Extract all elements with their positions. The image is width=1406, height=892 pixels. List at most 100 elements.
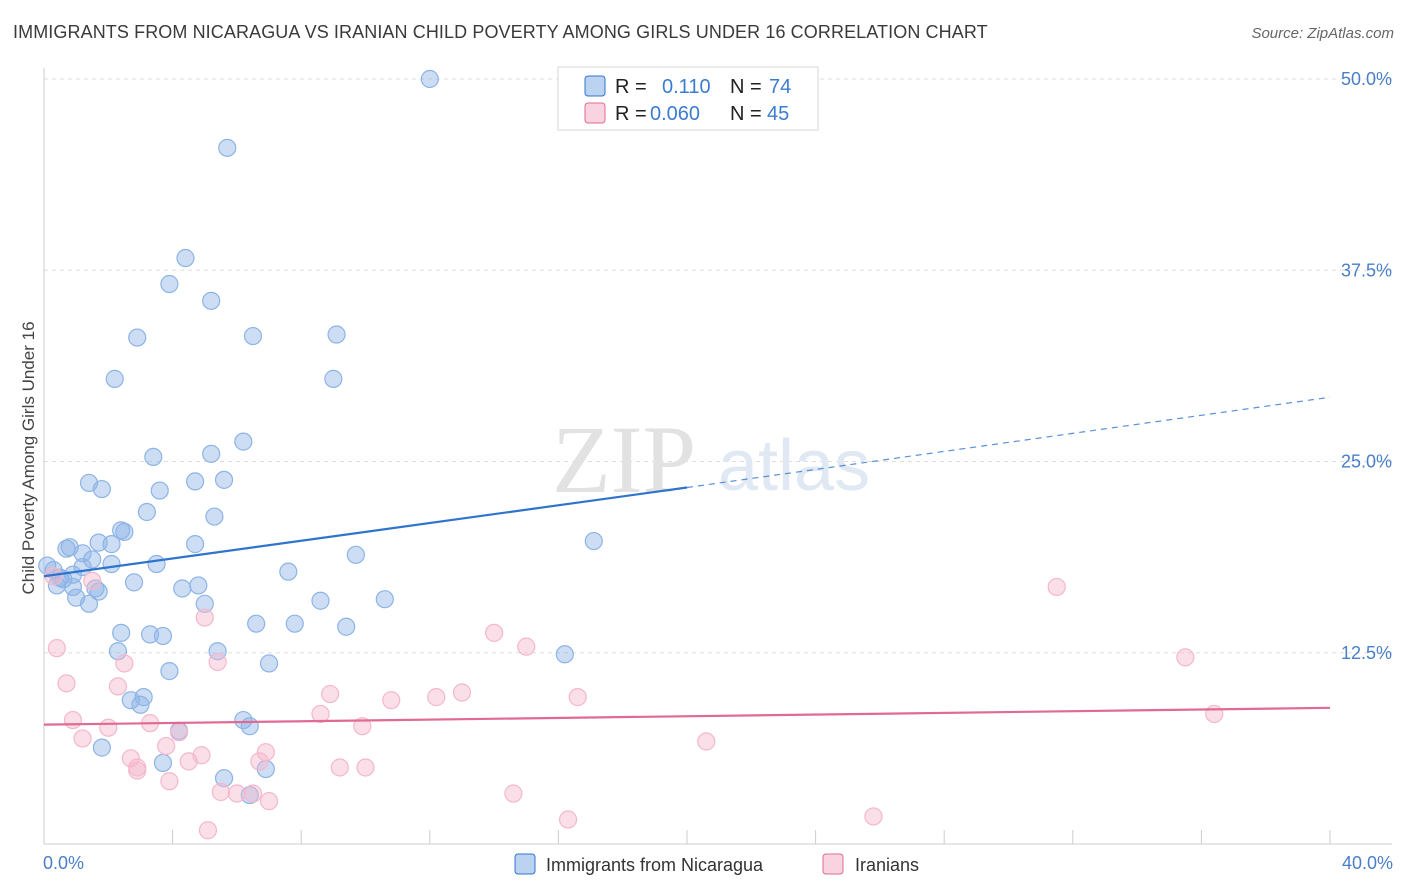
nicaragua-point [247,614,266,633]
nicaragua-point [279,562,298,581]
iranians-point [108,677,128,696]
legend-r-value-iranians: 0.060 [650,103,700,125]
chart-title: IMMIGRANTS FROM NICARAGUA VS IRANIAN CHI… [13,22,988,42]
iranians-point [57,674,76,693]
iranians-point [382,691,401,710]
nicaragua-point [105,369,124,388]
nicaragua-point [121,691,140,710]
nicaragua-point [555,645,574,664]
legend-swatch-nicaragua [584,75,606,97]
nicaragua-point [131,695,150,714]
nicaragua-point [324,369,343,388]
nicaragua-point [38,556,57,575]
legend-r-label-nicaragua: R = [615,76,647,98]
nicaragua-point [208,642,227,661]
y-tick-label: 12.5% [1341,643,1392,663]
iranians-point [195,608,214,627]
axes [43,68,1392,845]
nicaragua-point [63,577,83,597]
nicaragua-point [195,594,214,613]
legend-r-label-iranians: R = [615,103,647,125]
nicaragua-point [115,522,134,541]
nicaragua-point [202,291,221,310]
nicaragua-point [137,502,156,522]
iranians-point [259,792,279,811]
iranians-point [504,784,523,803]
y-tick-label: 50.0% [1341,69,1392,89]
iranians-point [697,732,716,751]
bottom-legend: Immigrants from Nicaragua Iranians [514,853,919,875]
iranians-point [558,810,578,829]
nicaragua-point [173,579,192,598]
nicaragua-point [176,248,195,268]
nicaragua-point [346,545,365,564]
legend-swatch-iranians [584,102,606,124]
watermark-atlas: atlas [718,426,870,506]
iranians-point [250,752,269,771]
iranians-point [517,637,536,656]
iranians-point [1205,704,1224,724]
iranians-point [256,743,275,762]
iranians-point [311,704,330,724]
iranians-point [864,807,883,826]
y-axis-title: Child Poverty Among Girls Under 16 [19,321,38,594]
nicaragua-point [375,590,394,609]
iranians-point [63,710,83,730]
iranians-point [427,688,446,707]
nicaragua-point [160,662,179,681]
bottom-legend-swatch-iranians [822,853,844,875]
legend-n-value-iranians: 45 [767,103,789,125]
iranians-point [115,654,134,673]
iranians-point [353,717,372,736]
iranians-point [179,752,198,771]
nicaragua-point [584,531,603,551]
x-tick-label: 0.0% [43,853,84,873]
iranians-point [157,736,176,756]
iranians-point [128,761,147,780]
nicaragua-point [92,738,111,757]
nicaragua-point [202,444,221,463]
nicaragua-point [89,582,108,601]
nicaragua-point [186,535,205,554]
iranians-trend-line [43,706,1331,726]
nicaragua-point [153,626,173,646]
nicaragua-point [112,623,131,642]
nicaragua-point [420,69,439,89]
iranians-point [356,758,375,777]
nicaragua-point [79,594,99,613]
bottom-legend-label-iranians: Iranians [855,855,919,875]
nicaragua-point [160,274,179,294]
iranians-point [211,782,230,802]
iranians-point [1176,648,1195,667]
nicaragua-point [240,717,259,736]
nicaragua-point [83,550,102,569]
nicaragua-point [189,576,208,595]
nicaragua-point [73,544,92,563]
iranians-point [160,772,179,791]
nicaragua-point [92,479,111,499]
iranians-point [321,684,340,704]
nicaragua-point [234,432,253,451]
data-points [38,69,1224,840]
grid-lines [44,78,1392,654]
iranians-point [47,639,66,658]
nicaragua-point [243,326,263,346]
iranians-point [568,688,587,707]
nicaragua-point [102,554,121,574]
x-tick-label: 40.0% [1342,853,1393,873]
iranians-point [243,784,263,803]
nicaragua-point [259,654,279,673]
legend-n-label-iranians: N = [730,103,762,125]
nicaragua-point [124,573,144,592]
watermark: ZIP atlas [552,406,870,513]
nicaragua-point [150,481,169,500]
iranians-point [99,718,118,737]
nicaragua-point [102,535,121,554]
nicaragua-point [128,328,147,347]
iranians-point [227,784,246,803]
trend-lines [43,396,1331,726]
y-tick-label: 25.0% [1341,452,1392,472]
nicaragua-point [214,470,234,489]
nicaragua-point [186,472,205,491]
bottom-legend-label-nicaragua: Immigrants from Nicaragua [546,855,764,875]
